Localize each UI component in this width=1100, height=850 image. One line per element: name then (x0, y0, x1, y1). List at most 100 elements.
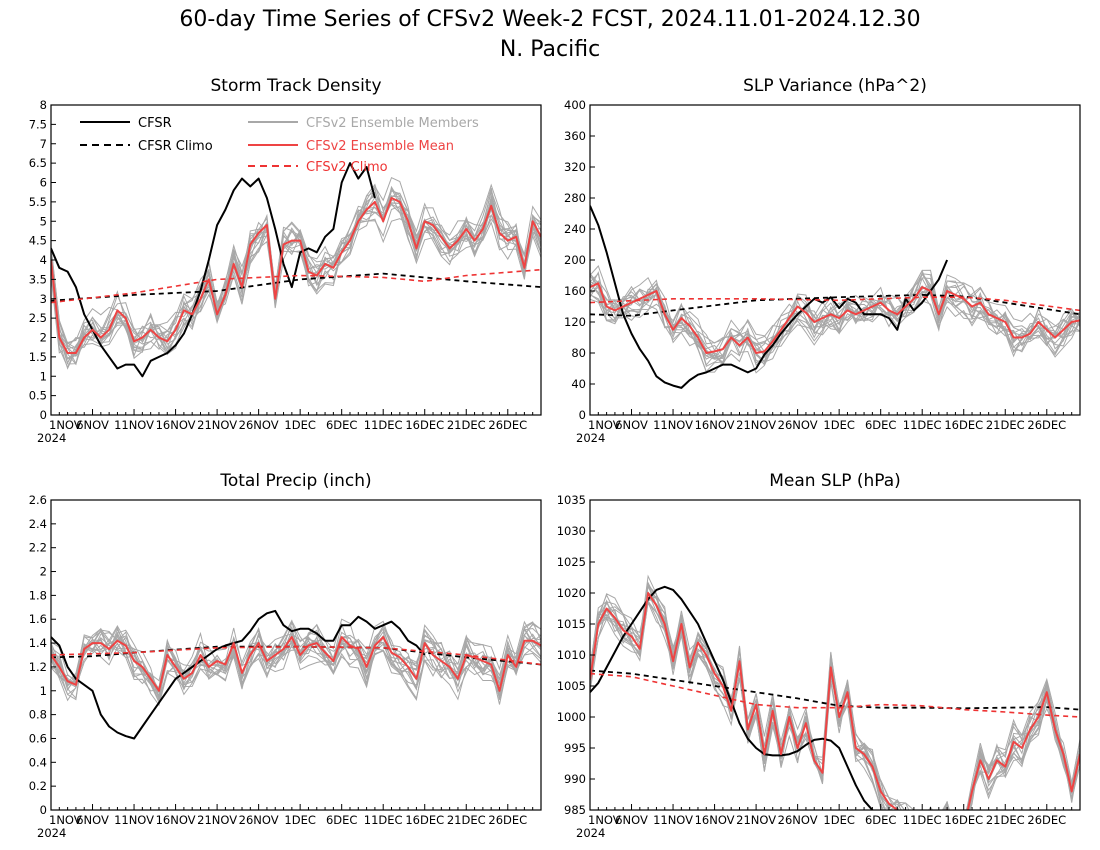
total-precip-cfsr-line (51, 609, 426, 740)
slp-variance-member-line (590, 265, 1080, 366)
storm-track-density-year-label: 2024 (37, 431, 66, 445)
slp-variance-xtick-label: 26NOV (778, 418, 818, 432)
mean-slp-xtick-label: 11NOV (653, 813, 693, 827)
mean-slp-ytick-label: 985 (564, 803, 586, 817)
mean-slp-ytick-label: 1015 (557, 617, 586, 631)
slp-variance-plot-area (590, 205, 1080, 389)
slp-variance-year-label: 2024 (576, 431, 605, 445)
panel-total-precip: Total Precip (inch) 0 0.2 0.4 0.6 0.8 1 1.2 1.4 1… (29, 471, 542, 840)
total-precip-year-label: 2024 (37, 826, 66, 840)
storm-track-density-ytick-label: 1.5 (29, 350, 47, 364)
total-precip-xtick-label: 26NOV (239, 813, 279, 827)
total-precip-xtick-label: 21NOV (197, 813, 237, 827)
total-precip-xtick-label: 1NOV (49, 813, 82, 827)
slp-variance-ytick-label: 360 (564, 129, 586, 143)
slp-variance-xtick-label: 6NOV (615, 418, 648, 432)
slp-variance-xtick-label: 26DEC (1027, 418, 1066, 432)
total-precip-xtick-label: 6DEC (326, 813, 357, 827)
storm-track-density-xtick-label: 1DEC (284, 418, 315, 432)
slp-variance-xtick-label: 1DEC (823, 418, 854, 432)
storm-track-density-ytick-label: 2.5 (29, 311, 47, 325)
storm-track-density-ytick-label: 3 (40, 292, 47, 306)
mean-slp-plot-area (590, 574, 1080, 810)
total-precip-ytick-label: 0.2 (29, 779, 47, 793)
total-precip-ytick-label: 2.6 (29, 493, 47, 507)
slp-variance-ytick-label: 120 (564, 315, 586, 329)
storm-track-density-member-line (51, 185, 541, 344)
storm-track-density-plot-area (51, 162, 541, 378)
mean-slp-ens-mean-line (590, 592, 1080, 810)
mean-slp-cfsv2-climo-line (590, 672, 1080, 718)
total-precip-ytick-label: 1.2 (29, 660, 47, 674)
total-precip-xtick-label: 16DEC (405, 813, 444, 827)
total-precip-cfsv2-climo-line (51, 645, 541, 666)
slp-variance-ytick-label: 240 (564, 222, 586, 236)
mean-slp-xtick-label: 16DEC (944, 813, 983, 827)
mean-slp-member-line (590, 599, 1080, 810)
mean-slp-member-line (590, 600, 1080, 810)
mean-slp-cfsr-line (590, 585, 875, 810)
total-precip-member-line (51, 620, 541, 702)
total-precip-plot-area (51, 609, 541, 740)
total-precip-ytick-label: 1.8 (29, 588, 47, 602)
slp-variance-title: SLP Variance (hPa^2) (743, 76, 927, 96)
storm-track-density-member-line (51, 183, 541, 366)
storm-track-density-xtick-label: 6NOV (76, 418, 109, 432)
legend-label-cfsr: CFSR (138, 116, 172, 131)
slp-variance-cfsr-line (590, 205, 949, 389)
slp-variance-ytick-label: 160 (564, 284, 586, 298)
slp-variance-frame (589, 104, 1081, 416)
storm-track-density-ytick-label: 4.5 (29, 234, 47, 248)
figure-subtitle: N. Pacific (500, 37, 600, 62)
total-precip-ytick-label: 1.4 (29, 636, 47, 650)
mean-slp-ytick-label: 1005 (557, 679, 586, 693)
total-precip-xtick-label: 6NOV (76, 813, 109, 827)
storm-track-density-ytick-label: 5.5 (29, 195, 47, 209)
total-precip-xtick-label: 1DEC (284, 813, 315, 827)
storm-track-density-cfsr-line (51, 162, 376, 378)
slp-variance-xtick-label: 6DEC (865, 418, 896, 432)
slp-variance-xtick-label: 1NOV (588, 418, 621, 432)
storm-track-density-ytick-label: 8 (40, 98, 47, 112)
legend-label-ens-mean: CFSv2 Ensemble Mean (306, 139, 454, 154)
storm-track-density-ytick-label: 2 (40, 331, 47, 345)
mean-slp-ytick-label: 1025 (557, 555, 586, 569)
slp-variance-xtick-label: 11NOV (653, 418, 693, 432)
slp-variance-xtick-label: 11DEC (903, 418, 942, 432)
storm-track-density-ytick-label: 7 (40, 137, 47, 151)
total-precip-xtick-label: 21DEC (447, 813, 486, 827)
mean-slp-cfsr-climo-line (590, 669, 1080, 711)
slp-variance-ytick-label: 0 (579, 408, 586, 422)
mean-slp-ytick-label: 1000 (557, 710, 586, 724)
total-precip-frame (50, 499, 542, 811)
mean-slp-member-line (590, 595, 1080, 810)
mean-slp-xtick-label: 11DEC (903, 813, 942, 827)
mean-slp-xtick-label: 16NOV (695, 813, 735, 827)
storm-track-density-xtick-label: 21NOV (197, 418, 237, 432)
mean-slp-title: Mean SLP (hPa) (769, 471, 901, 491)
total-precip-ytick-label: 2.4 (29, 517, 47, 531)
storm-track-density-ytick-label: 0 (40, 408, 47, 422)
slp-variance-ytick-label: 400 (564, 98, 586, 112)
storm-track-density-member-line (51, 205, 541, 360)
storm-track-density-title: Storm Track Density (210, 76, 381, 96)
mean-slp-xtick-label: 21DEC (986, 813, 1025, 827)
total-precip-ytick-label: 2 (40, 565, 47, 579)
storm-track-density-member-line (51, 191, 541, 358)
total-precip-title: Total Precip (inch) (219, 471, 371, 491)
mean-slp-year-label: 2024 (576, 826, 605, 840)
panel-storm-track-density: Storm Track Density 0 0.5 1 1.5 2 2.5 3 3.5 4 4.5 5… (29, 76, 542, 445)
mean-slp-ytick-label: 1035 (557, 493, 586, 507)
slp-variance-ytick-label: 320 (564, 160, 586, 174)
slp-variance-xtick-label: 21DEC (986, 418, 1025, 432)
total-precip-ytick-label: 0.8 (29, 708, 47, 722)
legend-label-cfsv2-climo: CFSv2 Climo (306, 160, 388, 175)
storm-track-density-member-line (51, 198, 541, 369)
storm-track-density-cfsv2-climo-line (51, 268, 541, 304)
total-precip-xtick-label: 11NOV (114, 813, 154, 827)
total-precip-xtick-label: 16NOV (156, 813, 196, 827)
mean-slp-ytick-label: 1030 (557, 524, 586, 538)
mean-slp-member-line (590, 593, 1080, 810)
total-precip-ytick-label: 0 (40, 803, 47, 817)
storm-track-density-ytick-label: 5 (40, 214, 47, 228)
